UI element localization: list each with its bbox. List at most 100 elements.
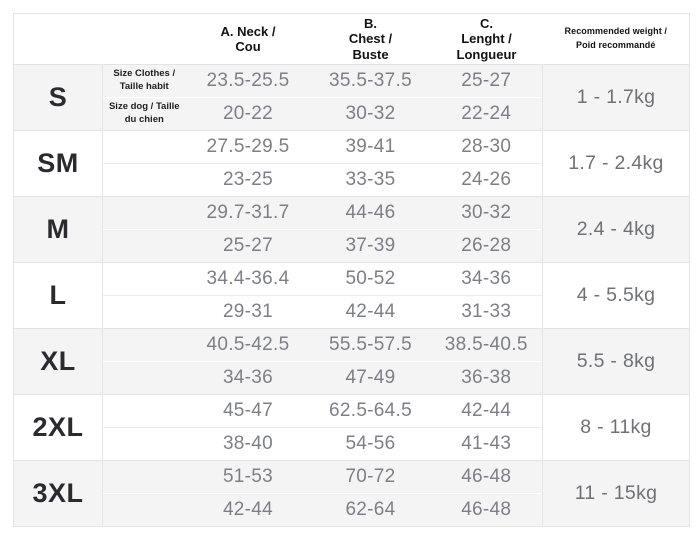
chest-dog-value: 42-44: [310, 294, 431, 329]
chest-dog-value: 54-56: [310, 426, 431, 461]
chest-clothes-value: 62.5-64.5: [329, 399, 412, 421]
row-label-empty: [103, 130, 186, 163]
neck-clothes-value: 27.5-29.5: [206, 135, 290, 157]
row-label-empty: [102, 228, 186, 263]
chest-dog-value: 33-35: [310, 162, 431, 197]
size-label: XL: [13, 328, 103, 395]
length-dog-value: 31-33: [430, 294, 543, 329]
length-dog-value: 26-28: [430, 228, 543, 263]
table-row: Size dog / Taille du chien 20-22 30-32 2…: [14, 96, 690, 131]
weight-value: 1 - 1.7kg: [542, 64, 690, 131]
table-row: M 29.7-31.7 44-46 30-32 2.4 - 4kg: [13, 196, 690, 263]
table-row: 38-40 54-56 41-43: [14, 426, 690, 461]
length-clothes-value: 46-48: [430, 460, 543, 494]
length-clothes-value: 28-30: [461, 135, 512, 157]
chest-clothes-value: 55.5-57.5: [310, 328, 431, 362]
chest-dog-value: 37-39: [310, 228, 431, 263]
size-group-m: M 29.7-31.7 44-46 30-32 2.4 - 4kg 25-27 …: [13, 196, 690, 263]
neck-dog-value: 29-31: [185, 294, 311, 329]
table-row: 42-44 62-64 46-48: [14, 492, 690, 527]
header-size-placeholder: [14, 14, 103, 65]
table-row: XL 40.5-42.5 55.5-57.5 38.5-40.5 5.5 - 8…: [13, 328, 690, 395]
length-dog-value: 36-38: [430, 360, 543, 395]
neck-clothes-value: 45-47: [222, 399, 274, 421]
chest-clothes-value: 39-41: [345, 135, 396, 157]
size-chart-wrapper: A. Neck / Cou B. Chest / Buste C. Lenght…: [13, 13, 690, 527]
weight-value: 4 - 5.5kg: [542, 262, 690, 329]
table-row: 2XL 45-47 62.5-64.5 42-44 8 - 11kg: [13, 394, 690, 461]
chest-clothes-value: 44-46: [310, 196, 431, 230]
weight-value: 11 - 15kg: [542, 460, 690, 527]
neck-dog-value: 38-40: [185, 426, 311, 461]
header-row: A. Neck / Cou B. Chest / Buste C. Lenght…: [14, 14, 690, 65]
size-label: 2XL: [13, 394, 103, 461]
neck-clothes-value: 40.5-42.5: [185, 328, 311, 362]
size-label: L: [13, 262, 103, 329]
length-clothes-value: 25-27: [430, 64, 543, 98]
header-neck: A. Neck / Cou: [220, 23, 276, 54]
row-label-empty: [102, 162, 186, 197]
chest-dog-value: 30-32: [310, 96, 431, 131]
row-label-empty: [103, 394, 186, 427]
table-row: 34-36 47-49 36-38: [14, 360, 690, 395]
neck-dog-value: 25-27: [185, 228, 311, 263]
length-clothes-value: 34-36: [461, 267, 512, 289]
chest-dog-value: 47-49: [310, 360, 431, 395]
size-group-s: S Size Clothes / Taille habit 23.5-25.5 …: [13, 64, 690, 131]
row-label-empty: [102, 426, 186, 461]
row-label-empty: [102, 196, 186, 230]
length-dog-value: 41-43: [430, 426, 543, 461]
length-clothes-value: 42-44: [461, 399, 512, 421]
row-label-empty: [102, 360, 186, 395]
neck-dog-value: 20-22: [185, 96, 311, 131]
size-group-sm: SM 27.5-29.5 39-41 28-30 1.7 - 2.4kg 23-…: [13, 130, 690, 197]
table-row: 23-25 33-35 24-26: [14, 162, 690, 197]
size-label: M: [13, 196, 103, 263]
length-dog-value: 22-24: [430, 96, 543, 131]
chest-dog-value: 62-64: [310, 492, 431, 527]
header-weight: Recommended weight / Poid recommandé: [564, 26, 668, 50]
header-chest: B. Chest / Buste: [348, 16, 393, 62]
chest-clothes-value: 35.5-37.5: [310, 64, 431, 98]
size-group-3xl: 3XL 51-53 70-72 46-48 11 - 15kg 42-44 62…: [13, 460, 690, 527]
neck-clothes-value: 23.5-25.5: [185, 64, 311, 98]
length-clothes-value: 30-32: [430, 196, 543, 230]
table-row: 3XL 51-53 70-72 46-48 11 - 15kg: [13, 460, 690, 527]
size-label: S: [13, 64, 103, 131]
neck-dog-value: 23-25: [185, 162, 311, 197]
table-row: S Size Clothes / Taille habit 23.5-25.5 …: [13, 64, 690, 131]
weight-value: 8 - 11kg: [542, 394, 690, 461]
weight-value: 2.4 - 4kg: [542, 196, 690, 263]
neck-dog-value: 34-36: [185, 360, 311, 395]
neck-dog-value: 42-44: [185, 492, 311, 527]
header-rowlabel-placeholder: [103, 14, 186, 65]
row-label-clothes: Size Clothes / Taille habit: [102, 64, 186, 98]
size-label: SM: [13, 130, 103, 197]
weight-value: 1.7 - 2.4kg: [542, 130, 690, 197]
size-label: 3XL: [13, 460, 103, 527]
neck-clothes-value: 29.7-31.7: [185, 196, 311, 230]
neck-clothes-value: 34.4-36.4: [206, 267, 290, 289]
size-group-l: L 34.4-36.4 50-52 34-36 4 - 5.5kg 29-31 …: [13, 262, 690, 329]
row-label-empty: [102, 492, 186, 527]
weight-value: 5.5 - 8kg: [542, 328, 690, 395]
row-label-empty: [102, 294, 186, 329]
row-label-empty: [103, 262, 186, 295]
table-row: 25-27 37-39 26-28: [14, 228, 690, 263]
length-clothes-value: 38.5-40.5: [430, 328, 543, 362]
neck-clothes-value: 51-53: [185, 460, 311, 494]
chest-clothes-value: 70-72: [310, 460, 431, 494]
table-row: L 34.4-36.4 50-52 34-36 4 - 5.5kg: [13, 262, 690, 329]
table-row: SM 27.5-29.5 39-41 28-30 1.7 - 2.4kg: [13, 130, 690, 197]
row-label-empty: [102, 328, 186, 362]
table-header: A. Neck / Cou B. Chest / Buste C. Lenght…: [14, 14, 690, 65]
row-label-dog: Size dog / Taille du chien: [102, 96, 186, 131]
length-dog-value: 24-26: [430, 162, 543, 197]
size-group-xl: XL 40.5-42.5 55.5-57.5 38.5-40.5 5.5 - 8…: [13, 328, 690, 395]
dog-size-chart-table: A. Neck / Cou B. Chest / Buste C. Lenght…: [13, 13, 690, 527]
length-dog-value: 46-48: [430, 492, 543, 527]
header-length: C. Lenght / Longueur: [456, 16, 517, 62]
table-row: 29-31 42-44 31-33: [14, 294, 690, 329]
size-group-2xl: 2XL 45-47 62.5-64.5 42-44 8 - 11kg 38-40…: [13, 394, 690, 461]
